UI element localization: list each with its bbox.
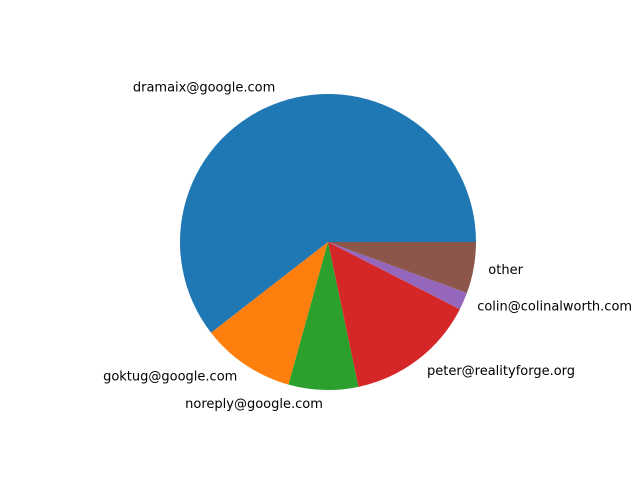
pie-slice-other (328, 242, 476, 294)
pie-slices (180, 93, 476, 390)
pie-slice-colin-colinalworth-com (328, 242, 467, 310)
pie-label-goktug-google-com: goktug@google.com (103, 370, 237, 385)
pie-label-noreply-google-com: noreply@google.com (185, 397, 323, 412)
pie-slice-peter-realityforge-org (328, 242, 460, 387)
pie-label-colin-colinalworth-com: colin@colinalworth.com (477, 300, 632, 315)
pie-label-other: other (488, 263, 523, 278)
pie-slice-dramaix-google-com (180, 93, 476, 333)
pie-label-peter-realityforge-org: peter@realityforge.org (427, 364, 575, 379)
pie-labels: dramaix@google.com goktug@google.com norep… (103, 80, 632, 412)
pie-label-dramaix-google-com: dramaix@google.com (133, 80, 275, 95)
pie-slice-noreply-google-com (288, 242, 359, 390)
pie-slice-goktug-google-com (211, 242, 328, 385)
